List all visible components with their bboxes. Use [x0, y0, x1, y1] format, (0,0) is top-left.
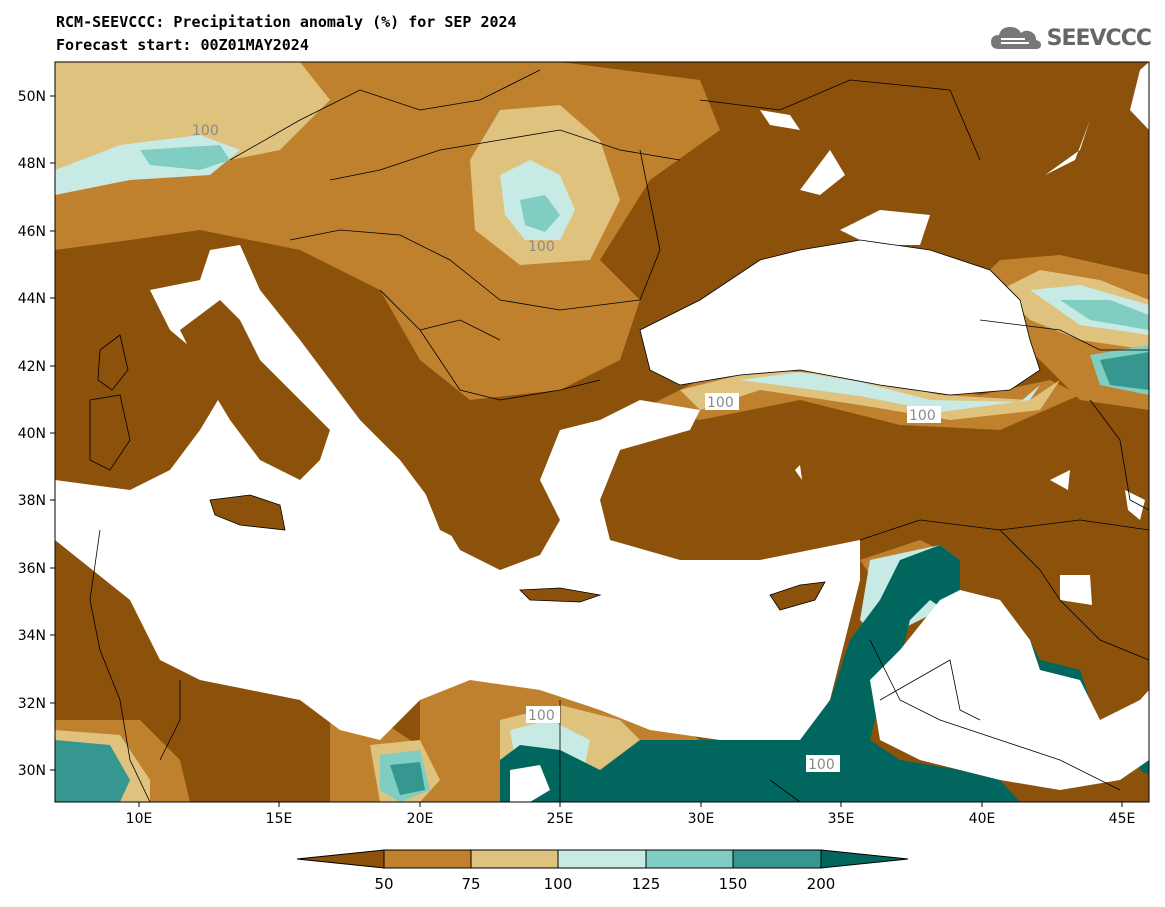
- anomaly-125-150-alps: [140, 145, 230, 170]
- colorbar-50-75: [383, 849, 472, 869]
- colorbar-125-150: [645, 849, 734, 869]
- lon-tick-label: 45E: [1109, 811, 1136, 827]
- contour-label-alps: 100: [192, 123, 219, 139]
- lat-tick-label: 34N: [18, 628, 46, 644]
- map-frame: [54, 61, 1150, 803]
- lat-tick-label: 38N: [18, 493, 46, 509]
- cyprus: [770, 582, 825, 610]
- colorbar-label: 125: [632, 875, 661, 893]
- no-data-egypt: [510, 765, 550, 802]
- anomaly-150-200-georgia: [1100, 352, 1149, 390]
- no-data-northeast: [1130, 62, 1149, 130]
- colorbar-label: 50: [374, 875, 393, 893]
- colorbar-label: 100: [544, 875, 573, 893]
- no-data-speck: [795, 465, 802, 480]
- colorbar-label: 200: [807, 875, 836, 893]
- colorbar-label: 75: [461, 875, 480, 893]
- lat-tick-label: 44N: [18, 291, 46, 307]
- no-data-arabia: [870, 590, 1149, 790]
- colorbar: [296, 849, 909, 869]
- anomaly-100-125-turkey-coast: [740, 372, 1040, 412]
- anomaly-125-150-hungary: [520, 195, 560, 232]
- no-data-turkey: [1050, 470, 1070, 490]
- greece: [410, 420, 500, 550]
- anomaly-150-200-tunisia: [55, 740, 130, 802]
- lon-tick-label: 35E: [828, 811, 855, 827]
- no-data-ukraine: [760, 110, 800, 130]
- colorbar-150-200: [732, 849, 822, 869]
- colorbar-labels: 50 75 100 125 150 200: [374, 875, 835, 893]
- coastlines: [89, 239, 1041, 611]
- sardinia: [90, 395, 130, 470]
- contour-label-hungary: 100: [528, 239, 555, 255]
- country-borders: [89, 69, 1149, 802]
- map-area: [55, 62, 1149, 802]
- italy: [180, 300, 330, 480]
- lat-tick-label: 40N: [18, 426, 46, 442]
- contour-labels: 100 100 100 100 100 100: [192, 123, 941, 773]
- lon-tick-label: 40E: [969, 811, 996, 827]
- black-sea: [640, 240, 1040, 395]
- contour-label-turkey-west: 100: [707, 395, 734, 411]
- anomaly-75-100-germany: [55, 62, 330, 170]
- sea-of-azov: [840, 210, 930, 245]
- latitude-axis: 50N 48N 46N 44N 42N 40N 38N 36N 34N 32N …: [18, 89, 55, 779]
- no-data-iraq: [1060, 575, 1092, 605]
- lon-tick-label: 25E: [547, 811, 574, 827]
- no-data-dnieper: [800, 150, 845, 195]
- seevccc-logo: SEEVCCC: [989, 22, 1152, 54]
- lat-tick-label: 48N: [18, 156, 46, 172]
- colorbar-label: 150: [719, 875, 748, 893]
- lat-tick-label: 46N: [18, 224, 46, 240]
- logo-text: SEEVCCC: [1046, 25, 1152, 51]
- sicily: [210, 495, 285, 530]
- lat-tick-label: 32N: [18, 696, 46, 712]
- contour-label-sinai: 100: [808, 757, 835, 773]
- no-data-iran: [1125, 490, 1145, 520]
- lon-tick-label: 10E: [126, 811, 153, 827]
- colorbar-75-100: [470, 849, 559, 869]
- map-subtitle: Forecast start: 00Z01MAY2024: [56, 36, 309, 54]
- anomaly-125-150-caucasus: [1060, 300, 1149, 330]
- corsica: [98, 335, 128, 390]
- contour-label-turkey-east: 100: [909, 408, 936, 424]
- lon-tick-label: 15E: [266, 811, 293, 827]
- anomaly-150-200-cyrenaica: [390, 762, 425, 795]
- colorbar-below-50: [296, 849, 385, 869]
- lat-tick-label: 30N: [18, 763, 46, 779]
- lat-tick-label: 42N: [18, 359, 46, 375]
- lat-tick-label: 36N: [18, 561, 46, 577]
- contour-label-egypt: 100: [528, 708, 555, 724]
- colorbar-100-125: [557, 849, 647, 869]
- lat-tick-label: 50N: [18, 89, 46, 105]
- lon-tick-label: 20E: [407, 811, 434, 827]
- cloud-icon: [990, 27, 1041, 49]
- lon-tick-label: 30E: [688, 811, 715, 827]
- longitude-axis: 10E 15E 20E 25E 30E 35E 40E 45E: [126, 802, 1136, 827]
- colorbar-above-200: [820, 849, 909, 869]
- map-title: RCM-SEEVCCC: Precipitation anomaly (%) f…: [56, 13, 517, 31]
